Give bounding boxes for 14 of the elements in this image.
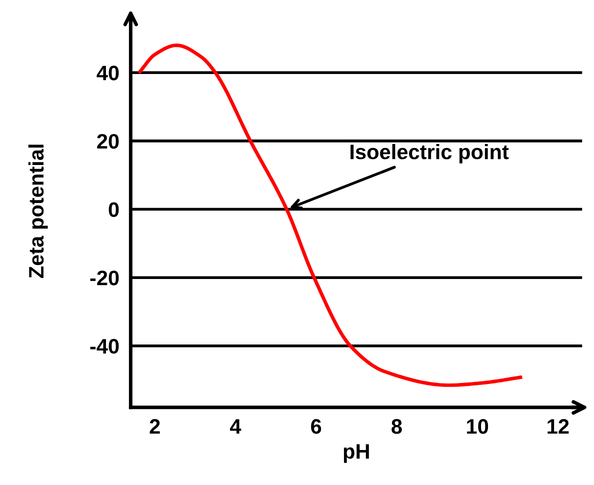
y-tick-label: 40 xyxy=(96,66,119,80)
y-tick-label: -40 xyxy=(90,338,119,354)
x-tick-label: 8 xyxy=(392,419,402,434)
y-tick-label: 0 xyxy=(108,202,119,218)
y-tick-label: -20 xyxy=(90,270,119,286)
annotation: Isoelectric point xyxy=(350,144,509,164)
x-tick-label: 6 xyxy=(311,419,322,434)
y-axis-title: Zeta potential xyxy=(28,144,48,278)
x-tick-label: 4 xyxy=(230,419,242,434)
y-tick-label: 20 xyxy=(97,134,119,149)
x-tick-label: 12 xyxy=(548,419,569,434)
x-tick-label: 2 xyxy=(150,419,160,434)
x-tick-label: 10 xyxy=(467,419,488,434)
x-axis-title: pH xyxy=(344,444,369,463)
